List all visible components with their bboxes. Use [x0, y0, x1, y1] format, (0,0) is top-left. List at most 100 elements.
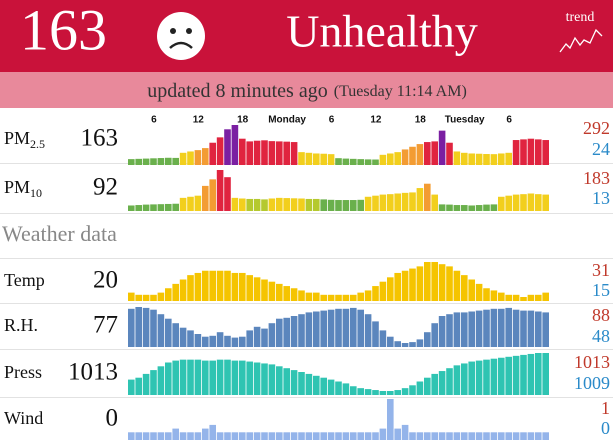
bar — [424, 377, 431, 395]
row-value: 1013 — [68, 359, 118, 386]
row-max: 183 — [583, 168, 610, 188]
bar — [327, 199, 335, 211]
bar — [268, 141, 276, 165]
time-label: 6 — [329, 115, 335, 126]
row-label-text: Wind — [4, 408, 43, 428]
bar — [276, 318, 283, 347]
bar — [142, 158, 150, 165]
trend-icon[interactable] — [559, 28, 603, 53]
bar — [313, 311, 320, 347]
bar — [461, 363, 468, 395]
bar — [135, 158, 142, 165]
bar — [512, 294, 520, 301]
trend-button[interactable]: trend — [559, 10, 603, 53]
bar — [505, 294, 512, 301]
row-min: 1009 — [574, 373, 610, 393]
bar — [512, 309, 520, 347]
bar — [335, 200, 342, 211]
bar — [542, 353, 549, 395]
bar — [283, 198, 290, 211]
bar — [453, 151, 461, 165]
bar — [394, 193, 401, 211]
bar — [505, 356, 512, 395]
bar — [350, 432, 357, 440]
bar — [209, 424, 216, 440]
bar — [209, 270, 216, 301]
bar — [438, 316, 446, 347]
bar — [416, 432, 424, 440]
bar — [142, 373, 150, 395]
bar — [276, 432, 283, 440]
bar — [128, 379, 135, 395]
bar — [179, 327, 187, 347]
bar — [490, 358, 498, 395]
trend-label[interactable]: trend — [566, 10, 595, 25]
bar — [320, 153, 327, 165]
bar — [372, 390, 379, 395]
row-value: 163 — [81, 125, 119, 152]
row-value: 77 — [93, 312, 118, 339]
bar — [416, 381, 424, 395]
bar — [246, 141, 253, 165]
bar — [135, 294, 142, 301]
bar — [364, 314, 372, 347]
bar — [438, 204, 446, 211]
bar — [179, 359, 187, 395]
bar — [461, 312, 468, 347]
bar — [290, 316, 298, 347]
bar — [268, 364, 276, 395]
bar — [253, 362, 261, 395]
bar — [394, 152, 401, 165]
time-label: Monday — [268, 115, 306, 126]
bar — [335, 381, 342, 395]
bar — [401, 388, 409, 395]
bar — [446, 368, 453, 395]
bar — [350, 386, 357, 395]
bar — [342, 432, 350, 440]
bar — [512, 355, 520, 395]
bar — [535, 294, 542, 301]
bar — [542, 140, 549, 165]
bar — [431, 432, 438, 440]
bar — [394, 272, 401, 301]
bar — [416, 339, 424, 347]
bar — [187, 432, 194, 440]
bar — [372, 195, 379, 211]
bar — [313, 292, 320, 301]
bar — [216, 170, 224, 211]
bar — [475, 432, 483, 440]
bar — [350, 200, 357, 211]
bar — [179, 279, 187, 301]
bar — [409, 146, 416, 165]
bar — [172, 157, 179, 165]
bar — [527, 193, 535, 211]
bar — [157, 366, 165, 395]
bar — [276, 141, 283, 165]
bar — [128, 432, 135, 440]
bar — [298, 198, 305, 211]
bar — [409, 268, 416, 301]
row-label-text: Temp — [4, 270, 45, 290]
bar — [401, 149, 409, 165]
bar — [172, 283, 179, 301]
bar — [135, 205, 142, 211]
time-label: Tuesday — [445, 115, 485, 126]
bar — [165, 157, 172, 165]
bar — [224, 270, 231, 301]
bar — [335, 308, 342, 347]
bar — [468, 432, 475, 440]
bar — [483, 359, 490, 395]
bar — [298, 432, 305, 440]
bar — [512, 432, 520, 440]
bar — [475, 360, 483, 395]
bar — [283, 141, 290, 165]
bar — [542, 292, 549, 301]
bar — [527, 310, 535, 347]
bar — [483, 432, 490, 440]
row-min: 13 — [592, 188, 610, 208]
bar — [438, 371, 446, 395]
bar — [150, 294, 157, 301]
bar — [498, 153, 505, 165]
bar — [461, 152, 468, 165]
bar — [424, 142, 431, 165]
